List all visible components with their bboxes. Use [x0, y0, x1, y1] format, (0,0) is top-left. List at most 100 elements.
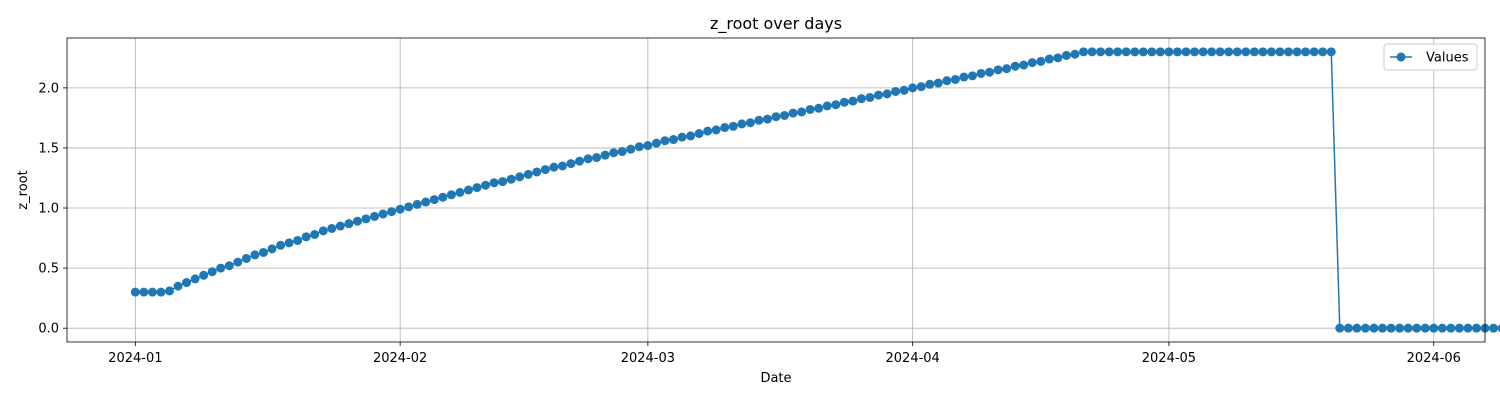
data-point [660, 136, 670, 146]
data-point [182, 278, 192, 288]
y-tick-label: 2.0 [38, 81, 59, 96]
data-point [412, 199, 422, 209]
data-point [882, 89, 892, 99]
data-point [1104, 47, 1114, 57]
data-point [1343, 323, 1353, 333]
data-point [293, 235, 303, 245]
data-point [1352, 323, 1362, 333]
data-point [575, 156, 585, 166]
data-point [1087, 47, 1097, 57]
data-point [711, 125, 721, 135]
data-point [387, 207, 397, 217]
data-point [1224, 47, 1234, 57]
x-tick-label: 2024-05 [1142, 351, 1196, 366]
data-point [250, 250, 260, 260]
data-point [780, 111, 790, 120]
x-axis-ticks: 2024-01 2024-02 2024-03 2024-04 2024-05 2024-… [108, 342, 1461, 366]
data-point [822, 101, 832, 111]
data-point [839, 97, 849, 107]
data-point [600, 150, 610, 160]
y-tick-label: 0.0 [38, 322, 59, 337]
plot-area-frame [66, 37, 1486, 343]
data-point [1002, 64, 1012, 74]
data-point [1318, 47, 1328, 57]
data-point [352, 216, 362, 226]
y-axis-ticks: 0.0 0.5 1.0 1.5 2.0 [38, 81, 67, 337]
data-point [1079, 47, 1089, 57]
data-point [276, 240, 286, 250]
x-tick-label: 2024-01 [108, 351, 162, 366]
data-point [327, 223, 337, 233]
data-point [985, 67, 995, 77]
data-point [489, 178, 499, 188]
data-point [592, 153, 602, 163]
series-markers [130, 47, 1500, 333]
chart-title: z_root over days [710, 14, 842, 34]
data-point [1326, 47, 1336, 57]
data-point [455, 187, 465, 197]
data-point [814, 103, 824, 113]
data-point [207, 267, 217, 277]
data-point [1061, 50, 1071, 60]
data-point [378, 209, 388, 219]
data-point [344, 219, 354, 229]
data-point [1335, 323, 1345, 333]
data-point [1130, 47, 1140, 57]
data-point [540, 165, 550, 175]
data-point [933, 78, 943, 88]
data-point [865, 92, 875, 102]
data-point [908, 83, 918, 93]
data-point [139, 287, 149, 297]
data-point [762, 114, 772, 124]
data-point [1172, 47, 1182, 57]
data-point [361, 214, 371, 224]
data-point [1497, 324, 1500, 333]
data-point [1155, 47, 1165, 57]
data-point [1446, 323, 1456, 333]
data-point [967, 71, 977, 81]
data-point [370, 211, 380, 221]
x-tick-label: 2024-06 [1407, 351, 1461, 366]
data-point [1301, 47, 1311, 57]
data-point [318, 226, 328, 236]
data-point [609, 148, 619, 158]
y-axis-title: z_root [16, 170, 31, 209]
data-point [1164, 47, 1174, 57]
data-point [199, 270, 209, 280]
data-point [566, 159, 576, 169]
y-tick-label: 1.5 [38, 141, 59, 156]
data-point [950, 74, 960, 84]
data-point [1215, 47, 1225, 57]
data-point [1284, 47, 1294, 57]
data-point [848, 96, 858, 106]
data-point [1360, 323, 1370, 333]
data-point [224, 261, 234, 271]
data-point [549, 162, 559, 172]
data-point [771, 112, 781, 122]
data-point [677, 132, 687, 142]
x-tick-label: 2024-04 [886, 351, 940, 366]
data-point [1036, 56, 1046, 66]
data-point [1275, 47, 1285, 57]
data-point [1181, 47, 1191, 57]
data-point [506, 174, 516, 184]
data-point [788, 108, 798, 118]
data-point [1471, 323, 1481, 333]
data-point [1190, 47, 1200, 57]
data-point [634, 142, 644, 152]
data-point [1454, 323, 1464, 333]
data-point [1138, 47, 1148, 57]
y-tick-label: 1.0 [38, 202, 59, 217]
data-point [797, 107, 807, 117]
x-tick-label: 2024-03 [621, 351, 675, 366]
data-point [156, 287, 166, 297]
data-point [1113, 47, 1123, 57]
data-point [1369, 323, 1379, 333]
data-point [583, 154, 593, 164]
grid-lines [67, 38, 1485, 342]
data-point [737, 119, 747, 129]
data-point [429, 195, 439, 205]
data-point [301, 232, 311, 242]
legend-marker-swatch [1396, 52, 1406, 62]
